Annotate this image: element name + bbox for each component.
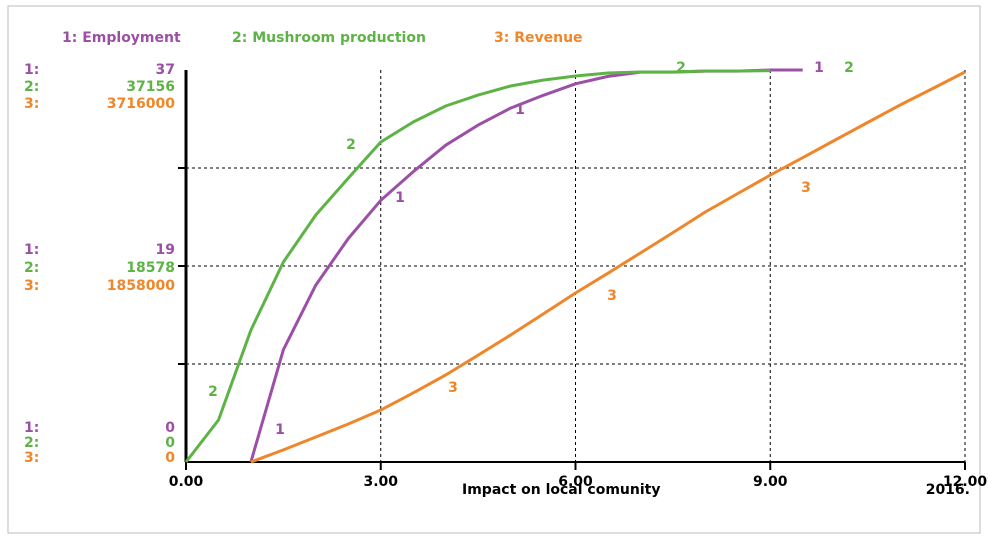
frame	[7, 5, 981, 534]
y-tick-label: 19	[156, 242, 175, 258]
y-tick-label: 0	[165, 420, 175, 436]
series-marker: 2	[844, 60, 854, 76]
legend-key: 1:	[62, 30, 77, 46]
legend-key: 3:	[494, 30, 509, 46]
legend-entry: 3: Revenue	[494, 30, 583, 46]
legend-key: 2:	[232, 30, 247, 46]
x-tick-label: 0.00	[169, 474, 204, 490]
legend-name: Revenue	[514, 30, 582, 46]
y-tick-label: 37156	[126, 79, 175, 95]
x-axis-label: Impact on local comunity	[462, 482, 660, 498]
x-tick-label: 12.00	[943, 474, 988, 490]
x-tick-label: 9.00	[753, 474, 788, 490]
y-key: 1:	[24, 62, 39, 78]
x-tick-label: 3.00	[363, 474, 398, 490]
note: 2016.	[926, 482, 970, 498]
y-tick-label: 3716000	[107, 96, 175, 112]
y-key: 2:	[24, 79, 39, 95]
series-marker: 3	[448, 380, 458, 396]
y-key: 3:	[24, 450, 39, 466]
legend-name: Employment	[82, 30, 181, 46]
series-marker: 1	[275, 422, 285, 438]
series-marker: 3	[607, 288, 617, 304]
y-key: 1:	[24, 420, 39, 436]
series-marker: 1	[814, 60, 824, 76]
y-tick-label: 0	[165, 435, 175, 451]
legend-entry: 2: Mushroom production	[232, 30, 426, 46]
legend-name: Mushroom production	[252, 30, 426, 46]
x-tick-label: 6.00	[558, 474, 593, 490]
y-key: 1:	[24, 242, 39, 258]
y-key: 2:	[24, 260, 39, 276]
series-marker: 2	[676, 60, 686, 76]
y-key: 2:	[24, 435, 39, 451]
series-marker: 3	[801, 180, 811, 196]
series-marker: 1	[395, 190, 405, 206]
series-marker: 2	[346, 137, 356, 153]
y-tick-label: 0	[165, 450, 175, 466]
y-tick-label: 18578	[126, 260, 175, 276]
series-line	[184, 69, 771, 463]
series-line	[249, 68, 803, 463]
series-line	[250, 70, 966, 464]
y-key: 3:	[24, 96, 39, 112]
series-marker: 2	[208, 384, 218, 400]
y-tick-label: 1858000	[107, 278, 175, 294]
y-tick-label: 37	[156, 62, 175, 78]
legend-entry: 1: Employment	[62, 30, 181, 46]
series-marker: 1	[515, 102, 525, 118]
y-key: 3:	[24, 278, 39, 294]
